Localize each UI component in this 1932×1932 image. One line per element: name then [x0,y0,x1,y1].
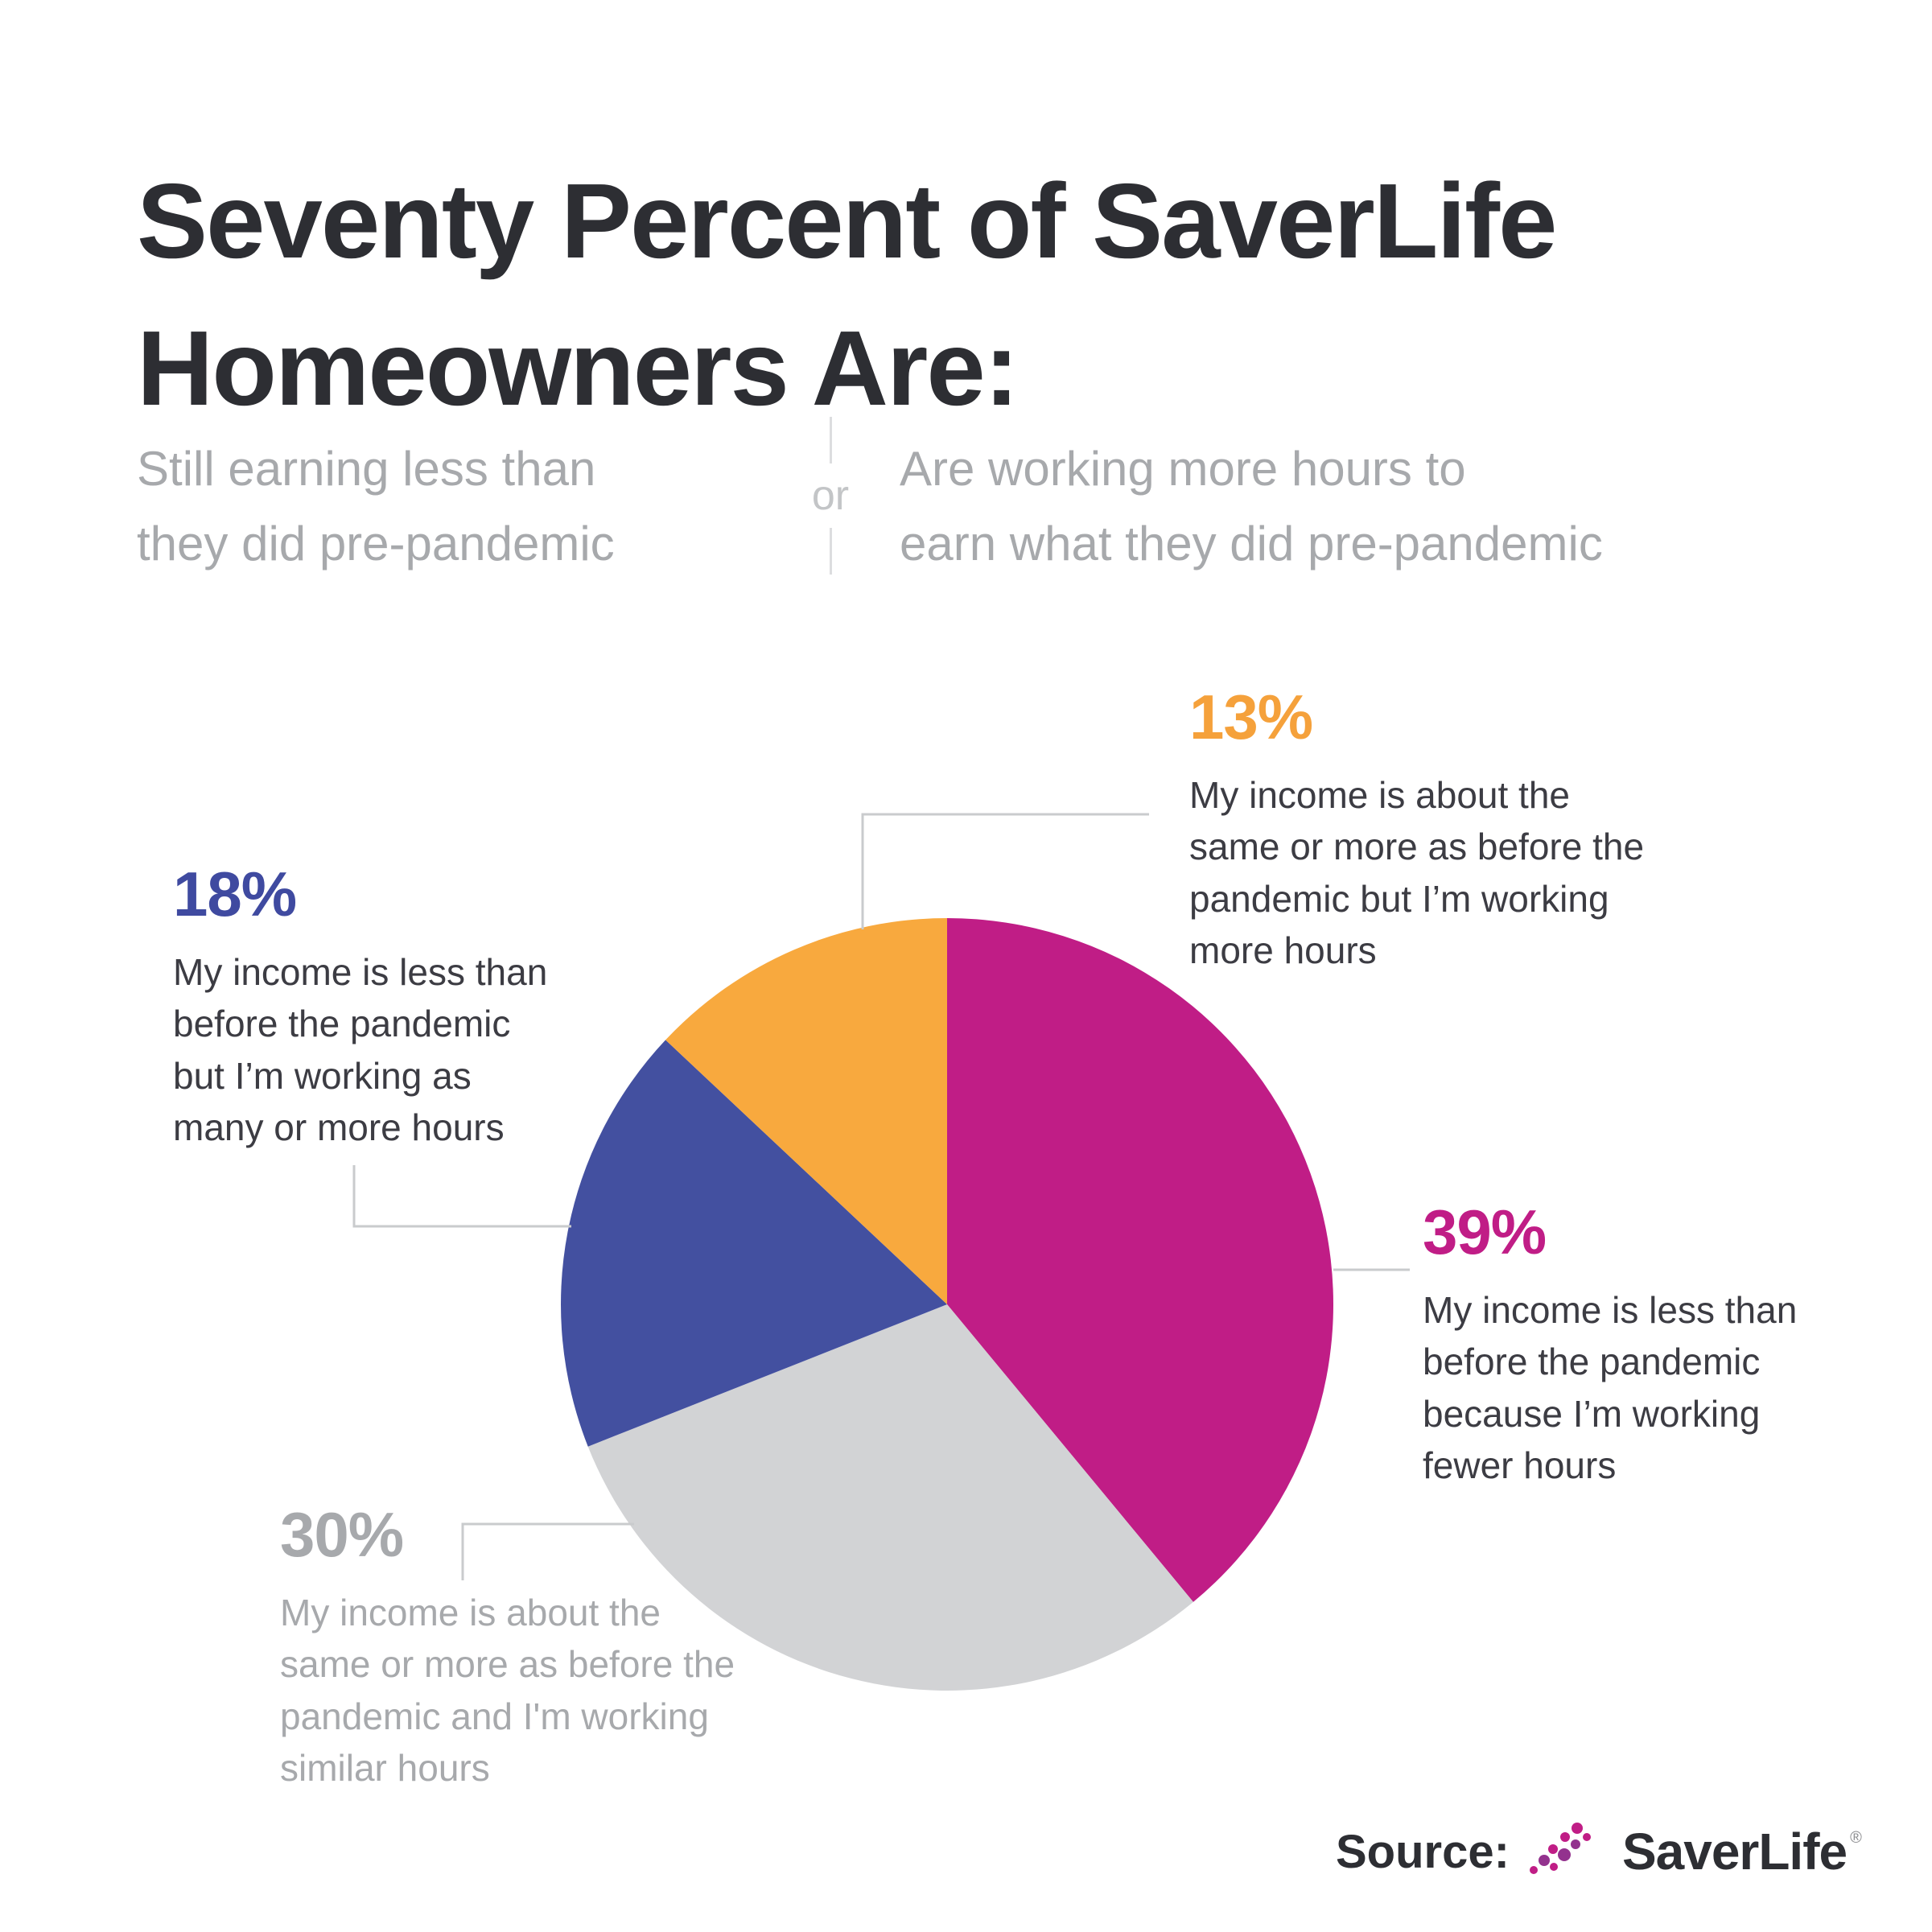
source-label: Source: [1336,1825,1510,1878]
callout-text-line: but I’m working as [173,1054,472,1097]
callout-13pct: 13% My income is about the same or more … [1189,686,1644,977]
callout-text-line: My income is about the [280,1592,661,1633]
subtitle-right-line1: Are working more hours to [900,442,1466,496]
divider-line-top [829,417,832,463]
pie-slice-18pct [561,1040,947,1447]
callout-30pct: 30% My income is about the same or more … [280,1503,735,1794]
or-divider: or [805,417,856,575]
registered-trademark-mark: ® [1850,1829,1862,1847]
source-attribution: Source: SaverLife ® [1336,1820,1862,1883]
callout-text-line: fewer hours [1423,1444,1617,1487]
subtitle-right-line2: earn what they did pre-pandemic [900,517,1603,571]
callout-line-18pct [352,1165,571,1228]
callout-30pct-text: My income is about the same or more as b… [280,1587,735,1794]
callout-39pct-value: 39% [1423,1197,1547,1267]
callout-text-line: before the pandemic [1423,1341,1761,1383]
page-title-line2: Homeowners Are: [137,308,1020,427]
page-title-line1: Seventy Percent of SaverLife [137,162,1557,281]
pie-slice-30pct [587,1304,1193,1691]
divider-line-bottom [829,528,832,575]
callout-13pct-value: 13% [1189,682,1313,752]
callout-39pct-text: My income is less than before the pandem… [1423,1284,1797,1492]
subtitle-left-line2: they did pre-pandemic [137,517,615,571]
callout-line-13pct [861,813,1149,929]
subtitle-right: Are working more hours to earn what they… [900,431,1603,581]
brand-name-wrap: SaverLife ® [1622,1826,1862,1877]
callout-text-line: similar hours [280,1747,490,1790]
callout-18pct-text: My income is less than before the pandem… [173,946,547,1154]
callout-text-line: same or more as before the [280,1643,735,1686]
brand-name: SaverLife [1621,1823,1848,1881]
callout-text-line: My income is about the [1189,774,1571,816]
callout-18pct: 18% My income is less than before the pa… [173,863,547,1154]
pie-slice-39pct [947,918,1333,1602]
callout-13pct-text: My income is about the same or more as b… [1189,769,1644,977]
callout-text-line: My income is less than [173,951,548,993]
callout-text-line: pandemic and I'm working [280,1695,709,1737]
callout-text-line: because I’m working [1423,1392,1761,1435]
callout-18pct-value: 18% [173,859,297,929]
page-title: Seventy Percent of SaverLife Homeowners … [137,148,1557,441]
subtitle-left: Still earning less than they did pre-pan… [137,431,615,581]
callout-text-line: before the pandemic [173,1003,511,1045]
or-label: or [811,472,850,519]
callout-text-line: My income is less than [1423,1289,1798,1331]
callout-text-line: many or more hours [173,1106,505,1149]
callout-text-line: pandemic but I’m working [1189,877,1609,920]
callout-text-line: more hours [1189,929,1377,972]
pie-slice-13pct [665,918,947,1304]
callout-text-line: same or more as before the [1189,826,1645,868]
saverlife-logo-icon [1529,1823,1591,1874]
pie-chart-container [561,918,1333,1691]
callout-30pct-value: 30% [280,1499,404,1570]
pie-chart [561,918,1333,1691]
callout-39pct: 39% My income is less than before the pa… [1423,1201,1797,1492]
subtitle-left-line1: Still earning less than [137,442,596,496]
